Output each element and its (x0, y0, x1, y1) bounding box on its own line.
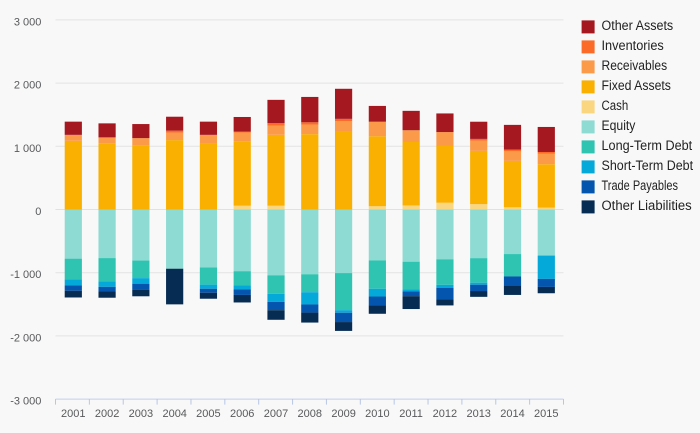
svg-text:3 000: 3 000 (14, 16, 42, 28)
svg-text:2013: 2013 (466, 408, 490, 420)
svg-text:1 000: 1 000 (14, 143, 42, 155)
svg-text:2010: 2010 (365, 408, 389, 420)
svg-text:Other Assets: Other Assets (602, 18, 674, 33)
svg-text:2004: 2004 (162, 408, 186, 420)
svg-text:2008: 2008 (298, 408, 322, 420)
svg-text:Inventories: Inventories (602, 38, 665, 53)
svg-text:2 000: 2 000 (14, 80, 42, 92)
svg-text:2007: 2007 (264, 408, 288, 420)
svg-text:2015: 2015 (534, 408, 558, 420)
svg-text:Equity: Equity (602, 118, 636, 133)
svg-text:Receivables: Receivables (602, 58, 668, 73)
svg-text:Short-Term Debt: Short-Term Debt (602, 158, 694, 173)
svg-text:2006: 2006 (230, 408, 254, 420)
svg-text:2002: 2002 (95, 408, 119, 420)
svg-text:Long-Term Debt: Long-Term Debt (602, 138, 693, 153)
svg-text:2011: 2011 (399, 408, 423, 420)
svg-text:-1 000: -1 000 (10, 269, 41, 281)
svg-text:0: 0 (35, 206, 41, 218)
svg-text:Cash: Cash (602, 98, 629, 113)
svg-text:Other Liabilities: Other Liabilities (602, 198, 692, 213)
svg-text:Fixed Assets: Fixed Assets (602, 78, 672, 93)
svg-text:Trade Payables: Trade Payables (602, 178, 679, 193)
svg-text:-2 000: -2 000 (10, 332, 41, 344)
svg-text:2003: 2003 (129, 408, 153, 420)
svg-text:2014: 2014 (500, 408, 524, 420)
svg-text:2012: 2012 (433, 408, 457, 420)
svg-text:-3 000: -3 000 (10, 396, 41, 408)
svg-text:2005: 2005 (196, 408, 220, 420)
svg-text:2009: 2009 (331, 408, 355, 420)
svg-text:2001: 2001 (61, 408, 85, 420)
